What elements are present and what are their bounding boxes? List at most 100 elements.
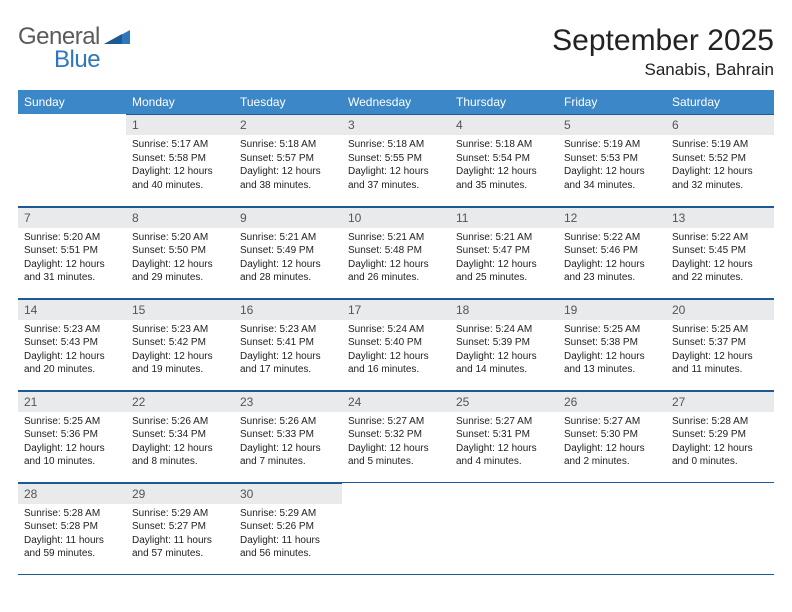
calendar-week-row: ..1Sunrise: 5:17 AMSunset: 5:58 PMDaylig… (18, 114, 774, 206)
calendar-week-row: 14Sunrise: 5:23 AMSunset: 5:43 PMDayligh… (18, 298, 774, 390)
calendar-day-cell: 4Sunrise: 5:18 AMSunset: 5:54 PMDaylight… (450, 114, 558, 206)
calendar-day-cell: 27Sunrise: 5:28 AMSunset: 5:29 PMDayligh… (666, 390, 774, 482)
day-number: 4 (450, 114, 558, 135)
day-details: Sunrise: 5:18 AMSunset: 5:55 PMDaylight:… (342, 135, 450, 198)
day-details: Sunrise: 5:17 AMSunset: 5:58 PMDaylight:… (126, 135, 234, 198)
day-number: 26 (558, 391, 666, 412)
weekday-header: Sunday (18, 90, 126, 114)
day-details: Sunrise: 5:23 AMSunset: 5:42 PMDaylight:… (126, 320, 234, 383)
calendar-day-cell: 1Sunrise: 5:17 AMSunset: 5:58 PMDaylight… (126, 114, 234, 206)
day-details: Sunrise: 5:22 AMSunset: 5:46 PMDaylight:… (558, 228, 666, 291)
calendar-day-cell: 30Sunrise: 5:29 AMSunset: 5:26 PMDayligh… (234, 482, 342, 574)
day-number: 13 (666, 207, 774, 228)
day-details: Sunrise: 5:21 AMSunset: 5:47 PMDaylight:… (450, 228, 558, 291)
calendar-day-cell: 20Sunrise: 5:25 AMSunset: 5:37 PMDayligh… (666, 298, 774, 390)
calendar-table: SundayMondayTuesdayWednesdayThursdayFrid… (18, 90, 774, 575)
day-number: 16 (234, 299, 342, 320)
day-number: 14 (18, 299, 126, 320)
day-number: 27 (666, 391, 774, 412)
calendar-day-cell: 25Sunrise: 5:27 AMSunset: 5:31 PMDayligh… (450, 390, 558, 482)
day-details: Sunrise: 5:27 AMSunset: 5:30 PMDaylight:… (558, 412, 666, 475)
day-number: 10 (342, 207, 450, 228)
month-title: September 2025 (552, 24, 774, 58)
calendar-day-cell: 14Sunrise: 5:23 AMSunset: 5:43 PMDayligh… (18, 298, 126, 390)
weekday-header: Tuesday (234, 90, 342, 114)
day-number: 6 (666, 114, 774, 135)
day-details: Sunrise: 5:22 AMSunset: 5:45 PMDaylight:… (666, 228, 774, 291)
calendar-day-cell: 28Sunrise: 5:28 AMSunset: 5:28 PMDayligh… (18, 482, 126, 574)
calendar-day-cell: .. (450, 482, 558, 574)
calendar-day-cell: 18Sunrise: 5:24 AMSunset: 5:39 PMDayligh… (450, 298, 558, 390)
calendar-day-cell: 6Sunrise: 5:19 AMSunset: 5:52 PMDaylight… (666, 114, 774, 206)
calendar-day-cell: 9Sunrise: 5:21 AMSunset: 5:49 PMDaylight… (234, 206, 342, 298)
weekday-header: Friday (558, 90, 666, 114)
calendar-day-cell: 2Sunrise: 5:18 AMSunset: 5:57 PMDaylight… (234, 114, 342, 206)
day-number: 23 (234, 391, 342, 412)
day-details: Sunrise: 5:23 AMSunset: 5:41 PMDaylight:… (234, 320, 342, 383)
calendar-day-cell: 24Sunrise: 5:27 AMSunset: 5:32 PMDayligh… (342, 390, 450, 482)
calendar-day-cell: .. (18, 114, 126, 206)
calendar-day-cell: 10Sunrise: 5:21 AMSunset: 5:48 PMDayligh… (342, 206, 450, 298)
day-number: 5 (558, 114, 666, 135)
day-details: Sunrise: 5:27 AMSunset: 5:31 PMDaylight:… (450, 412, 558, 475)
weekday-header: Thursday (450, 90, 558, 114)
day-details: Sunrise: 5:26 AMSunset: 5:34 PMDaylight:… (126, 412, 234, 475)
title-block: September 2025 Sanabis, Bahrain (552, 24, 774, 80)
calendar-day-cell: 11Sunrise: 5:21 AMSunset: 5:47 PMDayligh… (450, 206, 558, 298)
calendar-day-cell: 16Sunrise: 5:23 AMSunset: 5:41 PMDayligh… (234, 298, 342, 390)
logo: General Blue (18, 24, 130, 72)
weekday-header: Saturday (666, 90, 774, 114)
day-number: 24 (342, 391, 450, 412)
day-number: 17 (342, 299, 450, 320)
day-details: Sunrise: 5:24 AMSunset: 5:40 PMDaylight:… (342, 320, 450, 383)
day-number: 20 (666, 299, 774, 320)
day-details: Sunrise: 5:27 AMSunset: 5:32 PMDaylight:… (342, 412, 450, 475)
day-details: Sunrise: 5:21 AMSunset: 5:49 PMDaylight:… (234, 228, 342, 291)
calendar-day-cell: 13Sunrise: 5:22 AMSunset: 5:45 PMDayligh… (666, 206, 774, 298)
logo-text-blue: Blue (54, 49, 100, 72)
calendar-day-cell: 7Sunrise: 5:20 AMSunset: 5:51 PMDaylight… (18, 206, 126, 298)
day-number: 9 (234, 207, 342, 228)
calendar-day-cell: 17Sunrise: 5:24 AMSunset: 5:40 PMDayligh… (342, 298, 450, 390)
calendar-day-cell: .. (558, 482, 666, 574)
day-details: Sunrise: 5:29 AMSunset: 5:26 PMDaylight:… (234, 504, 342, 567)
day-details: Sunrise: 5:19 AMSunset: 5:52 PMDaylight:… (666, 135, 774, 198)
day-number: 29 (126, 483, 234, 504)
day-details: Sunrise: 5:28 AMSunset: 5:28 PMDaylight:… (18, 504, 126, 567)
day-details: Sunrise: 5:23 AMSunset: 5:43 PMDaylight:… (18, 320, 126, 383)
day-details: Sunrise: 5:21 AMSunset: 5:48 PMDaylight:… (342, 228, 450, 291)
day-number: 30 (234, 483, 342, 504)
weekday-header: Wednesday (342, 90, 450, 114)
day-details: Sunrise: 5:19 AMSunset: 5:53 PMDaylight:… (558, 135, 666, 198)
day-number: 12 (558, 207, 666, 228)
day-details: Sunrise: 5:29 AMSunset: 5:27 PMDaylight:… (126, 504, 234, 567)
calendar-day-cell: 8Sunrise: 5:20 AMSunset: 5:50 PMDaylight… (126, 206, 234, 298)
calendar-header-row: SundayMondayTuesdayWednesdayThursdayFrid… (18, 90, 774, 114)
day-number: 25 (450, 391, 558, 412)
calendar-day-cell: 26Sunrise: 5:27 AMSunset: 5:30 PMDayligh… (558, 390, 666, 482)
calendar-body: ..1Sunrise: 5:17 AMSunset: 5:58 PMDaylig… (18, 114, 774, 574)
day-details: Sunrise: 5:18 AMSunset: 5:54 PMDaylight:… (450, 135, 558, 198)
day-details: Sunrise: 5:18 AMSunset: 5:57 PMDaylight:… (234, 135, 342, 198)
day-number: 18 (450, 299, 558, 320)
calendar-day-cell: 21Sunrise: 5:25 AMSunset: 5:36 PMDayligh… (18, 390, 126, 482)
calendar-week-row: 21Sunrise: 5:25 AMSunset: 5:36 PMDayligh… (18, 390, 774, 482)
calendar-day-cell: 29Sunrise: 5:29 AMSunset: 5:27 PMDayligh… (126, 482, 234, 574)
calendar-day-cell: 22Sunrise: 5:26 AMSunset: 5:34 PMDayligh… (126, 390, 234, 482)
day-number: 2 (234, 114, 342, 135)
day-details: Sunrise: 5:25 AMSunset: 5:37 PMDaylight:… (666, 320, 774, 383)
day-details: Sunrise: 5:28 AMSunset: 5:29 PMDaylight:… (666, 412, 774, 475)
calendar-day-cell: 23Sunrise: 5:26 AMSunset: 5:33 PMDayligh… (234, 390, 342, 482)
day-number: 15 (126, 299, 234, 320)
day-number: 22 (126, 391, 234, 412)
day-number: 28 (18, 483, 126, 504)
day-details: Sunrise: 5:20 AMSunset: 5:51 PMDaylight:… (18, 228, 126, 291)
logo-mark-icon (104, 26, 130, 47)
day-details: Sunrise: 5:20 AMSunset: 5:50 PMDaylight:… (126, 228, 234, 291)
calendar-day-cell: 5Sunrise: 5:19 AMSunset: 5:53 PMDaylight… (558, 114, 666, 206)
header: General Blue September 2025 Sanabis, Bah… (18, 24, 774, 80)
calendar-day-cell: .. (666, 482, 774, 574)
location: Sanabis, Bahrain (552, 60, 774, 80)
calendar-day-cell: 19Sunrise: 5:25 AMSunset: 5:38 PMDayligh… (558, 298, 666, 390)
day-details: Sunrise: 5:25 AMSunset: 5:36 PMDaylight:… (18, 412, 126, 475)
